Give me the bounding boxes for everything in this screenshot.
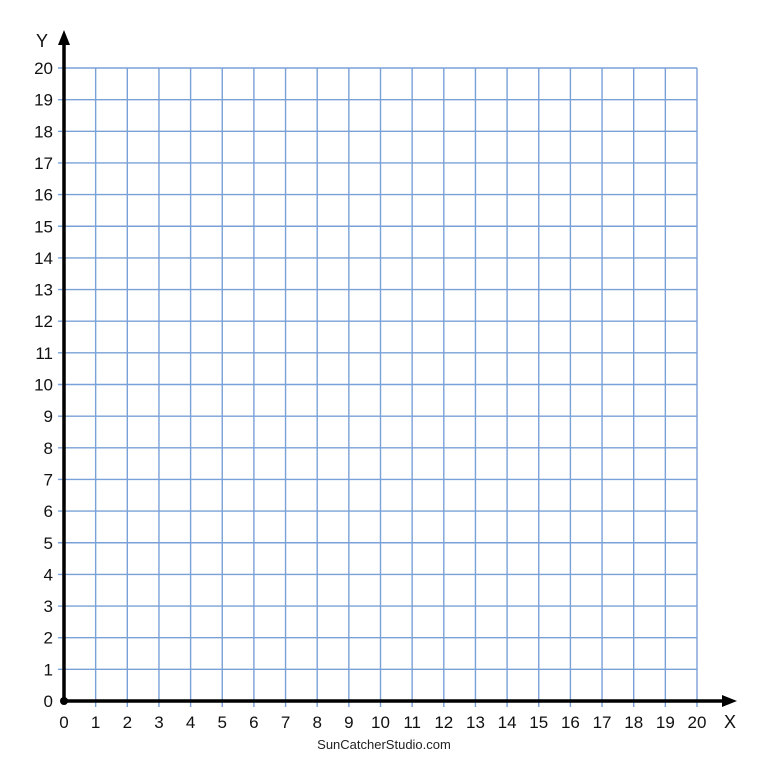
x-tick-label: 8 [312,713,321,732]
x-tick-label: 13 [466,713,485,732]
x-tick-label: 11 [403,713,421,732]
y-tick-label: 14 [34,249,53,268]
x-tick-label: 5 [218,713,227,732]
y-tick-label: 2 [44,629,53,648]
x-tick-label: 17 [593,713,612,732]
y-tick-label: 1 [44,660,53,679]
x-tick-label: 20 [688,713,707,732]
x-tick-label: 6 [249,713,258,732]
axes [58,30,737,707]
x-tick-label: 14 [498,713,517,732]
y-tick-label: 16 [34,186,53,205]
x-tick-labels: 0 1 2 3 4 5 6 7 8 9 10 11 12 13 14 15 16 17 18 19 20 [59,713,706,732]
y-tick-label: 6 [44,502,53,521]
y-tick-label: 10 [34,376,53,395]
y-tick-label: 17 [34,154,53,173]
watermark: SunCatcherStudio.com [317,737,451,752]
x-tick-label: 10 [371,713,390,732]
y-tick-label: 4 [44,565,53,584]
x-tick-label: 7 [281,713,290,732]
x-tick-label: 16 [561,713,580,732]
x-axis-arrow-icon [722,695,737,707]
origin-point [60,697,68,705]
y-tick-label: 8 [44,439,53,458]
y-tick-label: 7 [44,470,53,489]
y-axis-label: Y [36,31,48,51]
y-tick-label: 5 [44,534,53,553]
y-tick-label: 20 [34,59,53,78]
y-tick-label: 18 [34,122,53,141]
grid-lines [58,67,698,707]
x-tick-label: 9 [344,713,353,732]
x-axis-label: X [724,712,736,732]
x-tick-label: 2 [123,713,132,732]
y-tick-label: 13 [34,281,53,300]
y-axis-arrow-icon [58,30,70,45]
x-tick-label: 12 [434,713,453,732]
y-tick-label: 0 [44,692,53,711]
y-tick-label: 15 [34,217,53,236]
x-tick-label: 3 [154,713,163,732]
y-tick-label: 3 [44,597,53,616]
y-tick-label: 12 [34,312,53,331]
y-tick-label: 19 [34,91,53,110]
y-tick-label: 9 [44,407,53,426]
x-tick-label: 15 [529,713,548,732]
x-tick-label: 0 [59,713,68,732]
x-tick-label: 19 [656,713,675,732]
x-tick-label: 1 [91,713,100,732]
x-tick-label: 18 [624,713,643,732]
y-tick-label: 11 [35,344,53,363]
x-tick-label: 4 [186,713,195,732]
